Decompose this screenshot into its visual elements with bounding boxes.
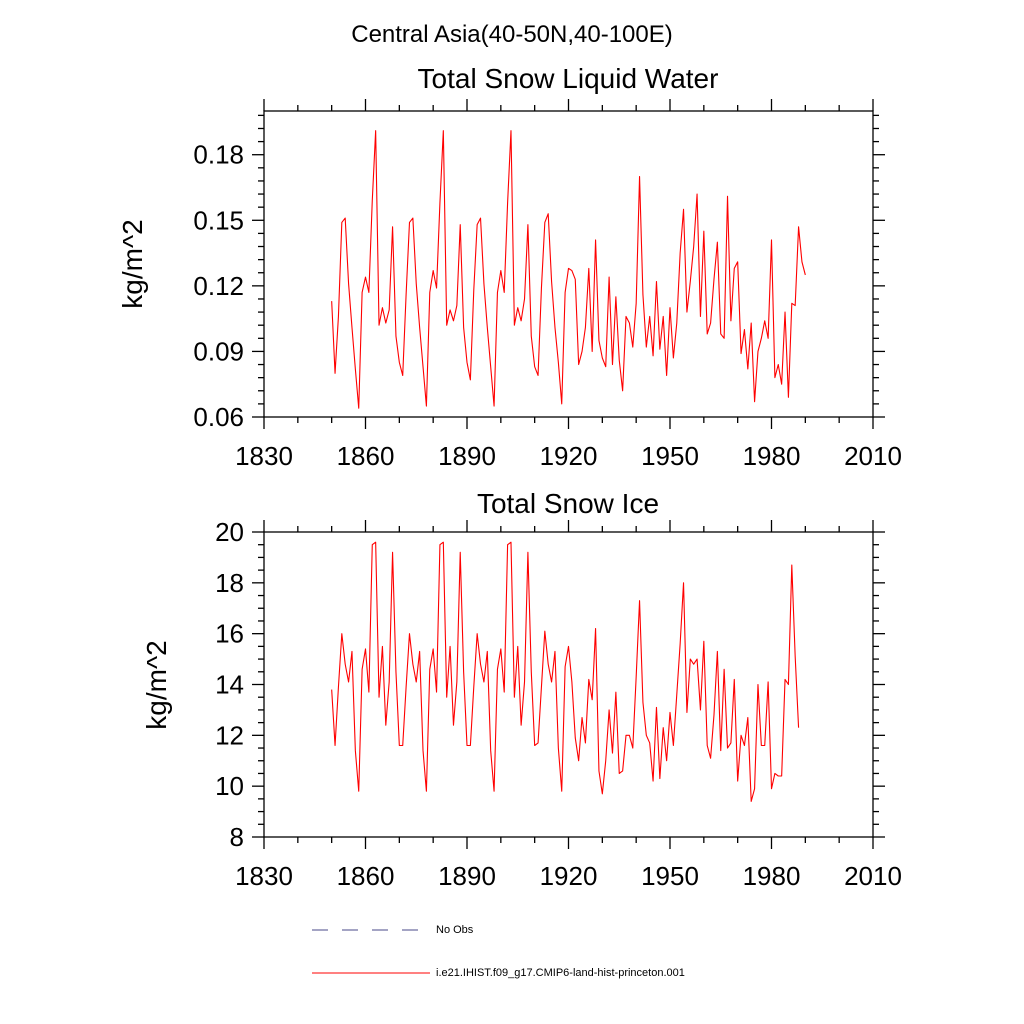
y-tick-label: 14 bbox=[215, 670, 244, 700]
legend: No Obs i.e21.IHIST.f09_g17.CMIP6-land-hi… bbox=[312, 924, 685, 979]
x-tick-label: 1950 bbox=[641, 861, 699, 891]
y-tick-label: 0.12 bbox=[193, 271, 244, 301]
legend-label-no-obs: No Obs bbox=[436, 924, 474, 936]
panel-title: Total Snow Liquid Water bbox=[418, 63, 719, 94]
x-tick-label: 1890 bbox=[438, 861, 496, 891]
y-tick-label: 12 bbox=[215, 720, 244, 750]
y-tick-label: 0.15 bbox=[193, 205, 244, 235]
x-tick-label: 1860 bbox=[337, 861, 395, 891]
y-axis-label: kg/m^2 bbox=[141, 640, 172, 729]
y-tick-label: 16 bbox=[215, 619, 244, 649]
y-tick-label: 0.09 bbox=[193, 336, 244, 366]
legend-label-model: i.e21.IHIST.f09_g17.CMIP6-land-hist-prin… bbox=[436, 967, 685, 979]
snow-ice-panel: Total Snow Ice kg/m^2 1830 1860 1890 1920 19… bbox=[141, 488, 902, 891]
panel-title: Total Snow Ice bbox=[477, 488, 659, 519]
x-tick-label: 1830 bbox=[235, 861, 293, 891]
series-line bbox=[331, 130, 806, 409]
x-tick-label: 2010 bbox=[844, 441, 902, 471]
figure-title: Central Asia(40-50N,40-100E) bbox=[351, 21, 673, 48]
x-tick-label: 1860 bbox=[337, 441, 395, 471]
y-tick-label: 18 bbox=[215, 568, 244, 598]
y-tick-label: 0.06 bbox=[193, 402, 244, 432]
y-tick-label: 0.18 bbox=[193, 140, 244, 170]
y-tick-label: 8 bbox=[230, 822, 244, 852]
x-tick-label: 1980 bbox=[743, 441, 801, 471]
x-tick-label: 1920 bbox=[540, 861, 598, 891]
y-tick-label: 20 bbox=[215, 517, 244, 547]
snow-liquid-water-panel: Total Snow Liquid Water kg/m^2 1830 1860 1… bbox=[117, 63, 902, 471]
x-tick-label: 1920 bbox=[540, 441, 598, 471]
x-tick-label: 1890 bbox=[438, 441, 496, 471]
y-tick-label: 10 bbox=[215, 771, 244, 801]
x-tick-label: 2010 bbox=[844, 861, 902, 891]
series-line bbox=[331, 541, 800, 802]
x-tick-label: 1950 bbox=[641, 441, 699, 471]
x-tick-label: 1830 bbox=[235, 441, 293, 471]
plot-frame bbox=[263, 531, 874, 838]
y-axis-label: kg/m^2 bbox=[117, 219, 148, 308]
x-tick-label: 1980 bbox=[743, 861, 801, 891]
